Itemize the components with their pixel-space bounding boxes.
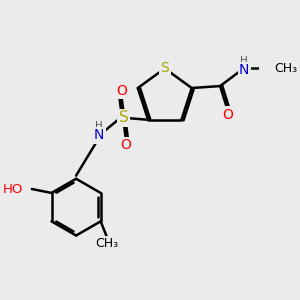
Text: O: O <box>222 108 232 122</box>
Text: S: S <box>119 110 128 125</box>
Text: H: H <box>95 121 103 131</box>
Text: HO: HO <box>3 182 23 196</box>
Text: N: N <box>94 128 104 142</box>
Text: CH₃: CH₃ <box>95 237 118 250</box>
Text: H: H <box>240 56 247 66</box>
Text: S: S <box>160 61 169 75</box>
Text: N: N <box>239 63 249 77</box>
Text: O: O <box>120 138 131 152</box>
Text: CH₃: CH₃ <box>274 62 297 75</box>
Text: O: O <box>116 84 127 98</box>
